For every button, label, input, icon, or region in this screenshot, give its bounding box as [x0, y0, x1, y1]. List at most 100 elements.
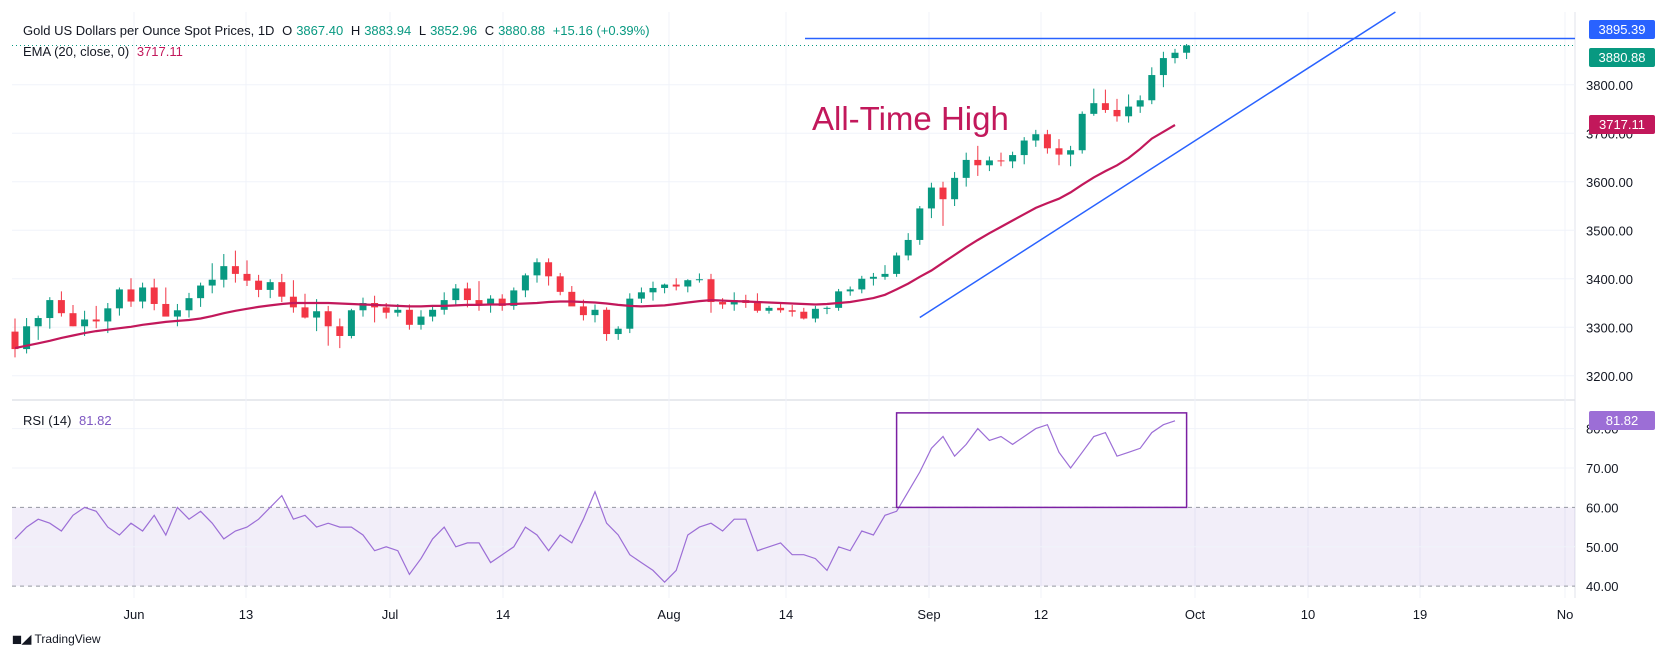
candle-body — [927, 187, 935, 209]
tradingview-logo-icon: ◼◢ — [12, 632, 35, 646]
candle-body — [1067, 150, 1075, 155]
candle-body — [823, 307, 831, 309]
low-label: L — [418, 23, 427, 38]
candle-body — [869, 276, 877, 279]
candle-body — [521, 275, 529, 291]
x-tick-label: Oct — [1185, 607, 1206, 622]
rsi-tick-label: 60.00 — [1586, 500, 1619, 515]
tradingview-footer: ◼◢ TradingView — [12, 632, 101, 646]
x-tick-label: 12 — [1034, 607, 1048, 622]
candle-body — [11, 331, 19, 350]
candle-body — [974, 159, 982, 166]
candle-body — [1101, 103, 1109, 110]
candle-body — [475, 300, 483, 306]
trend-line — [919, 11, 1396, 319]
candle-body — [962, 159, 970, 178]
symbol-legend: Gold US Dollars per Ounce Spot Prices, 1… — [23, 23, 654, 38]
candle-body — [545, 262, 553, 277]
candle-body — [1078, 113, 1086, 151]
low-value: 3852.96 — [430, 23, 478, 38]
high-label: H — [350, 23, 361, 38]
candle-body — [649, 287, 657, 293]
candle-body — [707, 279, 715, 303]
change-value: +15.16 (+0.39%) — [552, 23, 650, 38]
candle-body — [417, 316, 425, 325]
candle-body — [81, 319, 89, 327]
candle-body — [997, 160, 1005, 162]
candle-body — [730, 300, 738, 305]
candle-body — [765, 307, 773, 311]
candle-body — [835, 291, 843, 308]
candle-body — [429, 309, 437, 317]
ema-label: EMA (20, close, 0) — [23, 44, 130, 59]
candle-body — [243, 273, 251, 281]
open-label: O — [282, 23, 293, 38]
ema-line — [14, 124, 1176, 350]
candle-body — [1183, 45, 1191, 53]
candle-body — [637, 292, 645, 299]
candle-body — [939, 187, 947, 200]
price-tick-label: 3500.00 — [1586, 223, 1633, 238]
candle-body — [719, 302, 727, 305]
candle-body — [46, 300, 54, 319]
candle-body — [591, 309, 599, 316]
candle-body — [614, 328, 622, 335]
candle-body — [1136, 100, 1144, 107]
candle-body — [603, 309, 611, 335]
resistance-price-tag: 3895.39 — [1589, 20, 1655, 40]
candle-body — [788, 310, 796, 312]
candle-body — [626, 298, 634, 329]
candle-body — [800, 311, 808, 319]
candle-body — [278, 282, 286, 297]
open-value: 3867.40 — [296, 23, 344, 38]
x-tick-label: 10 — [1301, 607, 1315, 622]
x-tick-label: Jun — [124, 607, 145, 622]
candle-body — [394, 309, 402, 313]
candle-body — [405, 309, 413, 325]
candle-body — [510, 290, 518, 306]
price-tick-label: 3600.00 — [1586, 175, 1633, 190]
candle-body — [1125, 106, 1133, 117]
candle-body — [661, 284, 669, 288]
price-tick-label: 3800.00 — [1586, 78, 1633, 93]
candle-body — [23, 326, 31, 350]
rsi-value: 81.82 — [79, 413, 112, 428]
candles-group — [11, 44, 1191, 358]
candle-body — [695, 279, 703, 281]
candle-body — [985, 160, 993, 166]
candle-body — [1159, 58, 1167, 76]
candle-body — [173, 310, 181, 317]
x-tick-label: Aug — [657, 607, 680, 622]
rsi-tick-label: 50.00 — [1586, 540, 1619, 555]
candle-body — [336, 326, 344, 336]
candle-body — [301, 307, 309, 318]
rsi-price-tag: 81.82 — [1589, 410, 1655, 430]
high-value: 3883.94 — [364, 23, 412, 38]
candle-body — [777, 307, 785, 311]
candle-body — [1090, 103, 1098, 114]
x-tick-label: No — [1557, 607, 1574, 622]
price-tick-label: 3200.00 — [1586, 369, 1633, 384]
candle-body — [266, 282, 274, 290]
footer-text: TradingView — [34, 632, 101, 646]
x-tick-label: 19 — [1413, 607, 1427, 622]
candle-body — [313, 311, 321, 318]
candle-body — [568, 291, 576, 307]
x-tick-label: Jul — [382, 607, 399, 622]
x-tick-label: Sep — [917, 607, 940, 622]
candle-body — [672, 284, 680, 287]
symbol-title: Gold US Dollars per Ounce Spot Prices, 1… — [23, 23, 275, 38]
candle-body — [382, 307, 390, 313]
price-tick-label: 3400.00 — [1586, 272, 1633, 287]
candle-body — [1009, 155, 1017, 162]
candle-body — [1055, 148, 1063, 155]
price-tick-label: 3300.00 — [1586, 320, 1633, 335]
candle-body — [324, 311, 332, 327]
candle-body — [753, 303, 761, 311]
candle-body — [69, 313, 77, 327]
candle-body — [185, 298, 193, 311]
all-time-high-annotation: All-Time High — [812, 100, 1009, 137]
candle-body — [811, 308, 819, 319]
